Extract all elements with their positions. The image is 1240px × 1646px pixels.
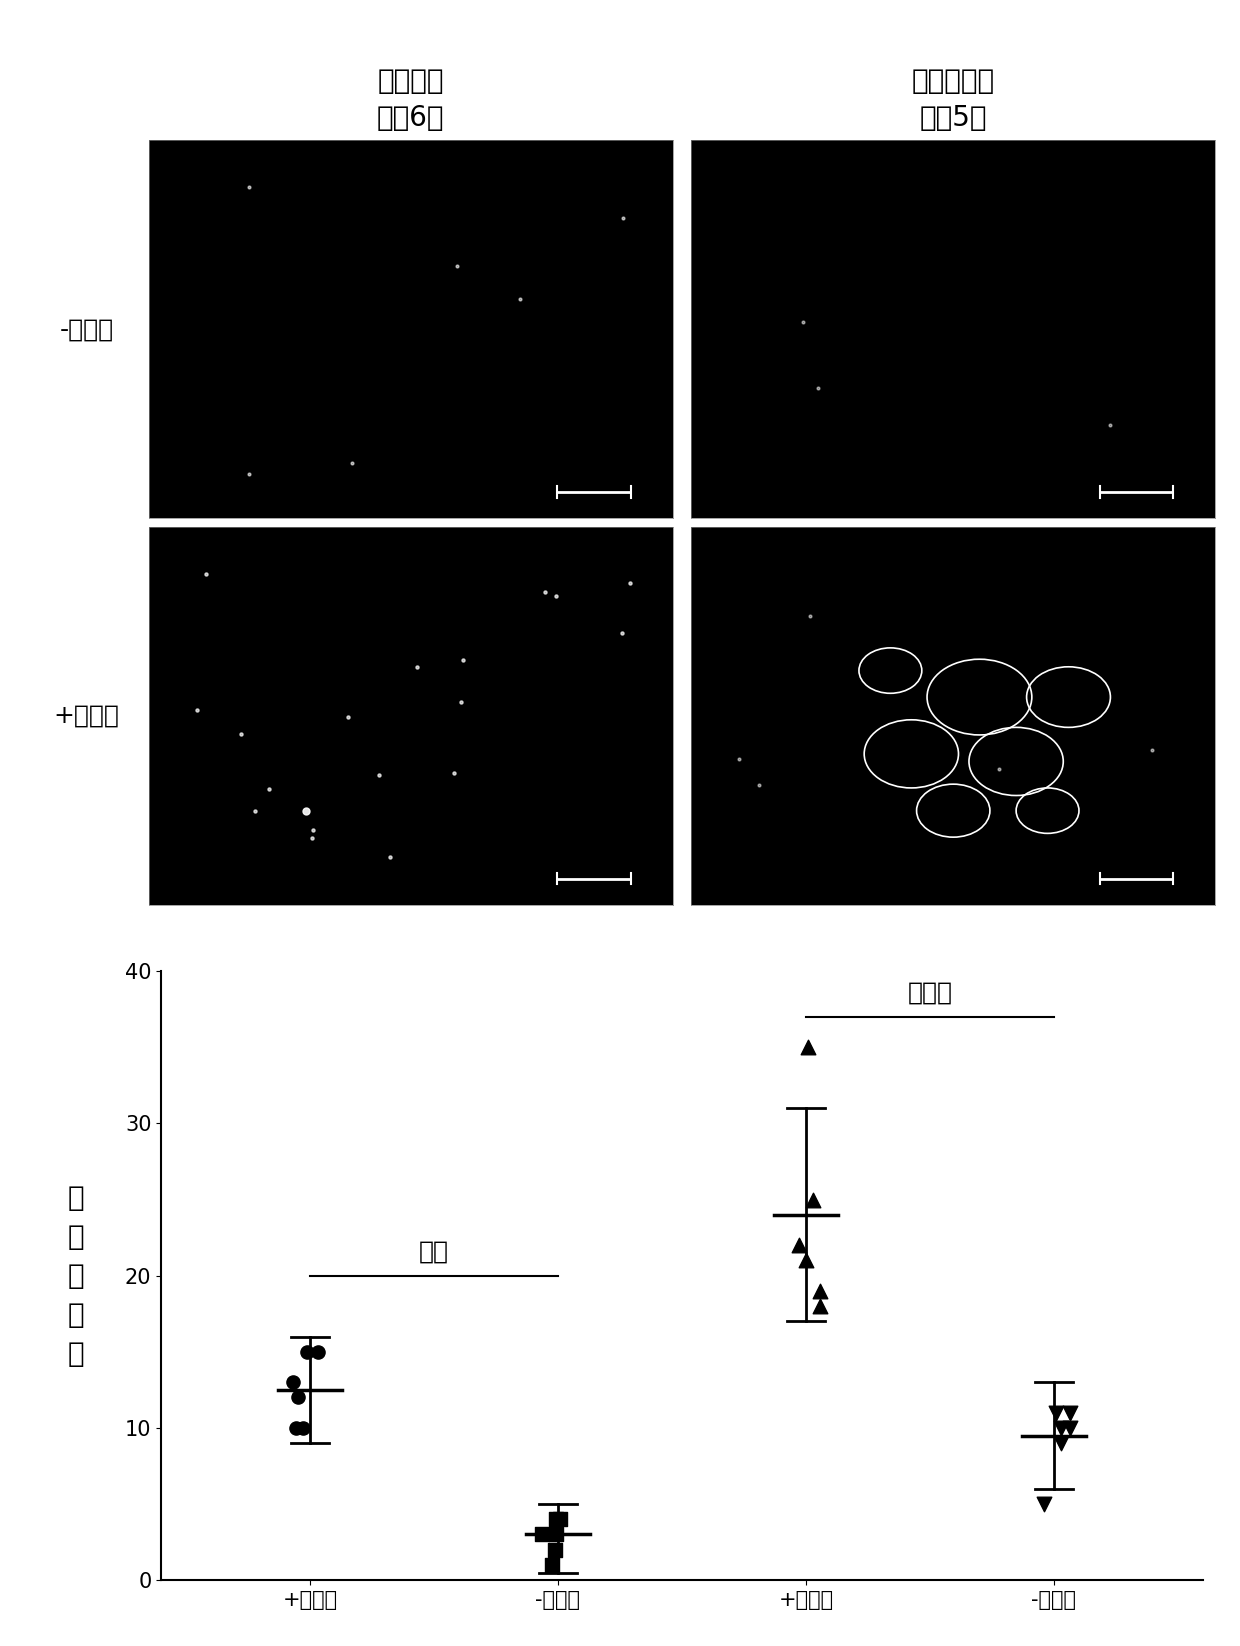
- Point: [1052, 1430, 1071, 1457]
- Point: [810, 1294, 830, 1320]
- Text: 乳腺癌: 乳腺癌: [908, 981, 952, 1004]
- Text: 肺癌胸水
培养6天: 肺癌胸水 培养6天: [377, 67, 444, 132]
- Text: 乳腺癌腹水
培养5天: 乳腺癌腹水 培养5天: [911, 67, 994, 132]
- Text: 肺癌: 肺癌: [419, 1239, 449, 1264]
- Text: +保存液: +保存液: [53, 704, 120, 728]
- Point: [804, 1187, 823, 1213]
- Point: [308, 1338, 327, 1365]
- Point: [298, 1338, 317, 1365]
- Point: [546, 1521, 565, 1547]
- Point: [797, 1034, 817, 1060]
- Point: [810, 1277, 830, 1304]
- Point: [546, 1537, 565, 1564]
- Point: [1034, 1491, 1054, 1518]
- Point: [542, 1552, 562, 1579]
- Point: [549, 1506, 569, 1532]
- Point: [283, 1369, 303, 1396]
- Point: [546, 1506, 565, 1532]
- Y-axis label: 类
器
官
数
量: 类 器 官 数 量: [68, 1183, 84, 1368]
- Point: [1045, 1399, 1065, 1425]
- Point: [796, 1248, 816, 1274]
- Point: [1060, 1416, 1080, 1442]
- Text: -保存液: -保存液: [60, 318, 114, 341]
- Point: [286, 1416, 306, 1442]
- Point: [1060, 1399, 1080, 1425]
- Point: [288, 1384, 308, 1411]
- Point: [532, 1521, 552, 1547]
- Point: [293, 1416, 312, 1442]
- Point: [789, 1231, 808, 1258]
- Point: [1052, 1416, 1071, 1442]
